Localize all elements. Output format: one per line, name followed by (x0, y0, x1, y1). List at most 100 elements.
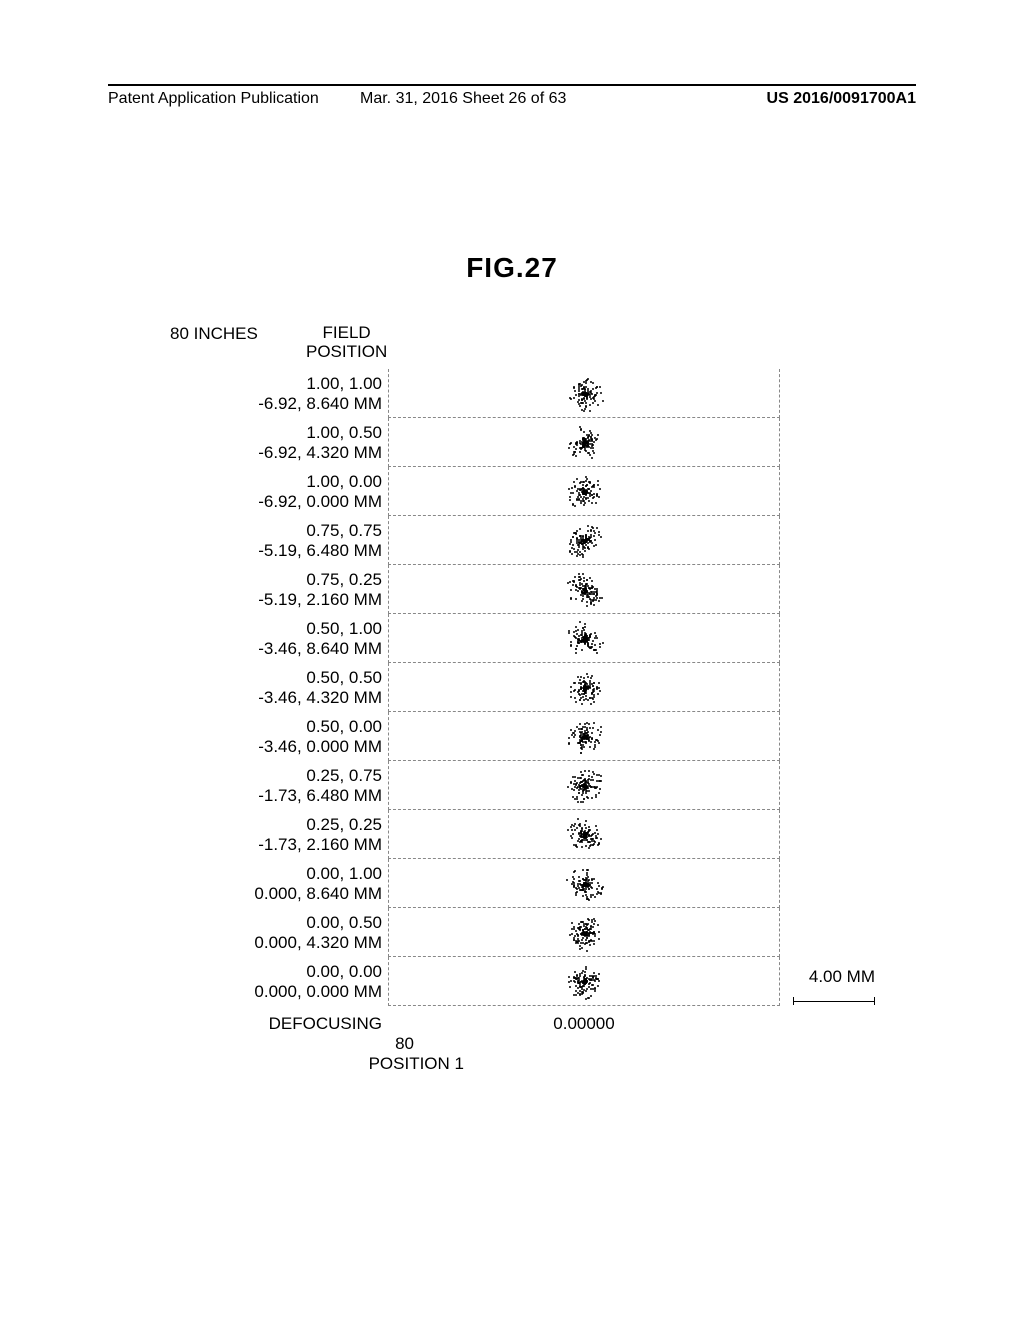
defocus-value: 0.00000 (388, 1014, 780, 1034)
row-mm-coord: -1.73, 6.480 MM (170, 786, 382, 806)
row-mm-coord: -6.92, 0.000 MM (170, 492, 382, 512)
plot-cell (388, 369, 780, 418)
plot-cell (388, 859, 780, 908)
spot-row: 0.00, 0.500.000, 4.320 MM (170, 908, 780, 957)
spot-diagram (566, 473, 602, 509)
row-mm-coord: -3.46, 4.320 MM (170, 688, 382, 708)
scale-label: 4.00 MM (809, 967, 875, 987)
row-labels: 0.50, 0.00-3.46, 0.000 MM (170, 717, 388, 756)
row-labels: 1.00, 1.00-6.92, 8.640 MM (170, 374, 388, 413)
spot-diagram (566, 620, 602, 656)
plot-cell (388, 614, 780, 663)
spot-row: 0.75, 0.75-5.19, 6.480 MM (170, 516, 780, 565)
row-field-coord: 0.00, 1.00 (170, 864, 382, 884)
plot-cell (388, 565, 780, 614)
row-field-coord: 1.00, 0.00 (170, 472, 382, 492)
spot-row: 1.00, 0.50-6.92, 4.320 MM (170, 418, 780, 467)
spot-diagram-block: 80 INCHES FIELD POSITION 1.00, 1.00-6.92… (170, 324, 780, 1074)
plot-cell (388, 761, 780, 810)
scale-bar (793, 997, 875, 1005)
row-field-coord: 1.00, 1.00 (170, 374, 382, 394)
row-field-coord: 0.75, 0.75 (170, 521, 382, 541)
plot-cell (388, 712, 780, 761)
plot-cell (388, 908, 780, 957)
spot-diagram (566, 522, 602, 558)
spot-diagram (566, 375, 602, 411)
field-label-line2: POSITION (306, 343, 387, 362)
field-position-label: FIELD POSITION (306, 324, 387, 361)
spot-diagram (566, 669, 602, 705)
spot-diagram (566, 424, 602, 460)
row-labels: 0.75, 0.25-5.19, 2.160 MM (170, 570, 388, 609)
row-mm-coord: 0.000, 4.320 MM (170, 933, 382, 953)
row-labels: 0.75, 0.75-5.19, 6.480 MM (170, 521, 388, 560)
column-headers: 80 INCHES FIELD POSITION (170, 324, 780, 361)
row-labels: 0.00, 1.000.000, 8.640 MM (170, 864, 388, 903)
spot-row: 0.50, 1.00-3.46, 8.640 MM (170, 614, 780, 663)
row-labels: 0.00, 0.500.000, 4.320 MM (170, 913, 388, 952)
row-field-coord: 0.25, 0.75 (170, 766, 382, 786)
figure-title: FIG.27 (0, 252, 1024, 284)
row-labels: 0.50, 0.50-3.46, 4.320 MM (170, 668, 388, 707)
spot-row: 0.25, 0.75-1.73, 6.480 MM (170, 761, 780, 810)
spot-diagram (566, 914, 602, 950)
row-labels: 1.00, 0.00-6.92, 0.000 MM (170, 472, 388, 511)
row-field-coord: 0.50, 0.00 (170, 717, 382, 737)
row-mm-coord: -3.46, 8.640 MM (170, 639, 382, 659)
row-mm-coord: -6.92, 8.640 MM (170, 394, 382, 414)
spot-row: 0.00, 0.000.000, 0.000 MM4.00 MM (170, 957, 780, 1006)
row-field-coord: 0.50, 1.00 (170, 619, 382, 639)
position-label: POSITION 1 (170, 1054, 470, 1074)
defocus-line: DEFOCUSING 0.00000 (170, 1014, 780, 1034)
field-label-line1: FIELD (306, 324, 387, 343)
row-labels: 1.00, 0.50-6.92, 4.320 MM (170, 423, 388, 462)
row-field-coord: 0.00, 0.00 (170, 962, 382, 982)
spot-diagram (566, 767, 602, 803)
row-mm-coord: -3.46, 0.000 MM (170, 737, 382, 757)
row-field-coord: 0.50, 0.50 (170, 668, 382, 688)
spot-row: 1.00, 0.00-6.92, 0.000 MM (170, 467, 780, 516)
plot-cell (388, 467, 780, 516)
header-publication-type: Patent Application Publication (108, 90, 319, 108)
inches-label: 80 INCHES (170, 324, 306, 361)
row-mm-coord: -5.19, 6.480 MM (170, 541, 382, 561)
plot-cell (388, 810, 780, 859)
row-field-coord: 1.00, 0.50 (170, 423, 382, 443)
header-date-sheet: Mar. 31, 2016 Sheet 26 of 63 (360, 90, 566, 108)
spot-diagram (566, 816, 602, 852)
spot-row: 0.25, 0.25-1.73, 2.160 MM (170, 810, 780, 859)
spot-row: 0.50, 0.00-3.46, 0.000 MM (170, 712, 780, 761)
spot-row: 0.75, 0.25-5.19, 2.160 MM (170, 565, 780, 614)
row-mm-coord: -6.92, 4.320 MM (170, 443, 382, 463)
row-labels: 0.50, 1.00-3.46, 8.640 MM (170, 619, 388, 658)
plot-cell (388, 516, 780, 565)
row-field-coord: 0.00, 0.50 (170, 913, 382, 933)
eighty-line: 80 (170, 1034, 780, 1054)
row-labels: 0.25, 0.75-1.73, 6.480 MM (170, 766, 388, 805)
spot-rows: 1.00, 1.00-6.92, 8.640 MM1.00, 0.50-6.92… (170, 369, 780, 1006)
row-labels: 0.25, 0.25-1.73, 2.160 MM (170, 815, 388, 854)
defocus-label: DEFOCUSING (170, 1014, 388, 1034)
row-mm-coord: -5.19, 2.160 MM (170, 590, 382, 610)
spot-diagram (566, 865, 602, 901)
footer-block: DEFOCUSING 0.00000 80 POSITION 1 (170, 1014, 780, 1074)
row-mm-coord: -1.73, 2.160 MM (170, 835, 382, 855)
spot-diagram (566, 571, 602, 607)
header-rule (108, 84, 916, 86)
spot-diagram (566, 963, 602, 999)
spot-row: 0.50, 0.50-3.46, 4.320 MM (170, 663, 780, 712)
eighty-label: 80 (170, 1034, 420, 1054)
plot-cell (388, 663, 780, 712)
row-field-coord: 0.75, 0.25 (170, 570, 382, 590)
spot-diagram (566, 718, 602, 754)
row-mm-coord: 0.000, 8.640 MM (170, 884, 382, 904)
row-field-coord: 0.25, 0.25 (170, 815, 382, 835)
row-labels: 0.00, 0.000.000, 0.000 MM (170, 962, 388, 1001)
position-line: POSITION 1 (170, 1054, 780, 1074)
spot-row: 0.00, 1.000.000, 8.640 MM (170, 859, 780, 908)
plot-cell: 4.00 MM (388, 957, 780, 1006)
row-mm-coord: 0.000, 0.000 MM (170, 982, 382, 1002)
plot-cell (388, 418, 780, 467)
spot-row: 1.00, 1.00-6.92, 8.640 MM (170, 369, 780, 418)
header-publication-number: US 2016/0091700A1 (767, 90, 916, 108)
